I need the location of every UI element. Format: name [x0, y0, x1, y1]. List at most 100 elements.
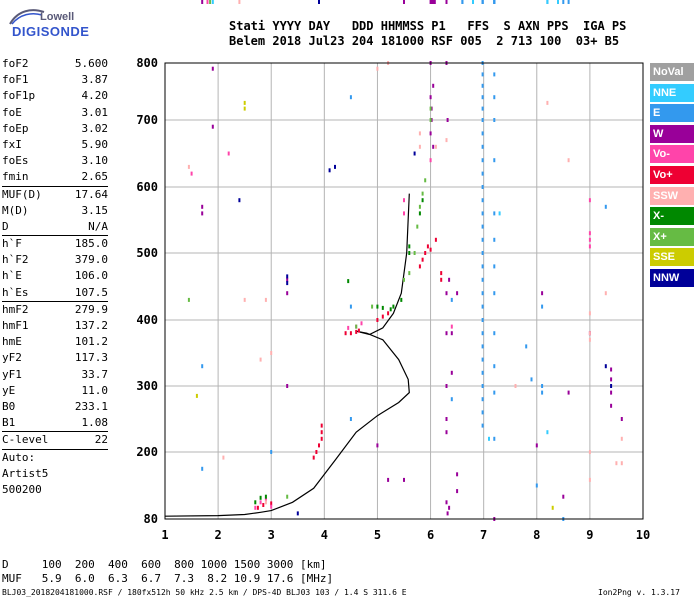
parameter-row: 500200 — [2, 482, 108, 498]
echo-point-e — [481, 277, 484, 282]
echo-point-x — [371, 304, 374, 309]
echo-point-w — [610, 377, 613, 382]
echo-point-nne — [472, 0, 474, 4]
echo-point-ssw — [604, 291, 607, 296]
parameter-value: 137.2 — [74, 319, 108, 332]
echo-point-w — [430, 106, 433, 111]
parameter-row: h`F2 379.0 — [2, 252, 108, 268]
echo-point-e — [493, 331, 496, 336]
echo-point-nne — [498, 211, 501, 216]
echo-point-w — [456, 291, 459, 296]
echo-point-e — [481, 384, 484, 388]
parameter-value: 106.0 — [74, 269, 108, 283]
echo-point-sse — [551, 505, 554, 510]
parameter-name: h`E — [2, 269, 22, 283]
echo-point-w — [430, 0, 433, 4]
echo-point-vo — [227, 151, 230, 156]
echo-point-vo — [262, 503, 265, 507]
echo-point-vo — [347, 325, 350, 330]
echo-point-e — [201, 364, 204, 369]
electron-density-profile — [164, 330, 410, 517]
echo-point-e — [541, 384, 544, 388]
echo-point-ssw — [588, 311, 591, 316]
echo-point-vo — [320, 423, 323, 428]
parameter-name: fxI — [2, 137, 22, 151]
echo-point-x — [376, 304, 379, 309]
echo-point-w — [286, 384, 289, 388]
echo-point-w — [445, 500, 448, 505]
echo-point-e — [481, 318, 484, 322]
echo-point-ssw — [588, 337, 591, 342]
parameter-row: foEs 3.10 — [2, 153, 108, 169]
parameter-name: D — [2, 219, 9, 233]
echo-point-e — [541, 304, 544, 309]
parameter-value: 107.5 — [74, 285, 108, 299]
echo-point-w — [403, 477, 405, 482]
parameter-row: h`E 106.0 — [2, 268, 108, 284]
echo-point-e — [481, 410, 484, 415]
echo-point-e — [481, 83, 484, 88]
footer-version: Ion2Png v. 1.3.17 — [598, 588, 680, 597]
echo-point-e — [270, 450, 273, 454]
parameter-row: h`Es 107.5 — [2, 285, 108, 301]
echo-point-e — [481, 357, 484, 362]
echo-point-vo — [588, 244, 591, 249]
parameter-row: hmF2 279.9 — [2, 300, 108, 318]
echo-point-w — [620, 417, 623, 421]
echo-point-e — [481, 370, 484, 375]
echo-point-vo — [320, 436, 323, 441]
echo-point-x — [209, 0, 212, 4]
parameter-name: foEs — [2, 154, 29, 168]
echo-point-w — [445, 430, 448, 435]
echo-point-e — [481, 0, 484, 4]
echo-point-vo — [429, 158, 432, 163]
echo-point-nnw — [238, 198, 241, 203]
echo-point-e — [493, 264, 496, 269]
echo-point-nne — [546, 430, 549, 435]
y-tick-label: 200 — [136, 445, 158, 459]
echo-point-vo — [424, 251, 427, 255]
echo-point-x — [408, 244, 411, 249]
echo-point-w — [403, 0, 405, 4]
parameter-row: foF1 3.87 — [2, 72, 108, 88]
echo-point-e — [535, 483, 538, 488]
parameter-value: N/A — [88, 219, 108, 233]
echo-point-ssw — [376, 66, 379, 71]
echo-point-w — [456, 472, 459, 477]
echo-point-w — [445, 417, 448, 421]
echo-point-ssw — [514, 384, 517, 388]
parameter-name: Auto: — [2, 450, 36, 464]
echo-point-e — [481, 224, 484, 229]
echo-point-e — [349, 417, 352, 421]
echo-point-ssw — [264, 297, 267, 302]
echo-point-e — [481, 171, 484, 176]
echo-point-w — [286, 291, 289, 296]
echo-point-w — [445, 384, 448, 388]
echo-point-w — [429, 95, 432, 100]
parameter-name: foF1 — [2, 73, 29, 87]
echo-point-e — [481, 106, 484, 111]
echo-point-e — [481, 185, 484, 189]
echo-point-e — [481, 397, 484, 402]
parameter-value: 2.65 — [81, 170, 109, 184]
echo-point-nnw — [604, 364, 607, 369]
echo-point-vo — [318, 443, 320, 448]
echo-point-vo — [381, 314, 384, 319]
echo-point-ssw — [620, 461, 623, 466]
legend-item: Vo- — [650, 145, 694, 164]
echo-point-e — [481, 0, 484, 4]
parameter-row: C-level 22 — [2, 431, 108, 448]
echo-point-w — [430, 118, 433, 122]
parameter-name: foE — [2, 105, 22, 119]
echo-point-vo — [421, 257, 424, 262]
echo-point-x — [424, 178, 427, 183]
parameter-name: B1 — [2, 416, 16, 430]
parameter-name: hmE — [2, 335, 22, 349]
echo-point-w — [588, 331, 591, 336]
echo-point-e — [493, 72, 496, 77]
parameter-value: 17.64 — [74, 187, 108, 201]
echo-point-w — [430, 0, 433, 4]
echo-point-ssw — [270, 351, 273, 355]
legend-item: X- — [650, 207, 694, 226]
echo-point-x — [429, 118, 432, 122]
